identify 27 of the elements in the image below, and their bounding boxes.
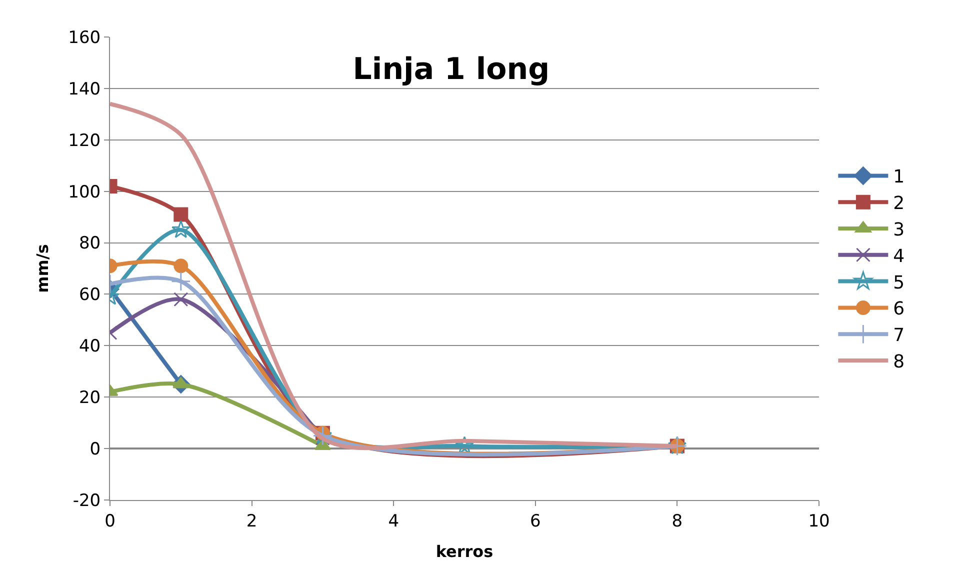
- y-tick-label: 160: [68, 28, 101, 48]
- legend-label: 7: [893, 325, 905, 346]
- y-tick-label: 120: [68, 130, 101, 151]
- y-tick-label: -20: [72, 490, 101, 511]
- y-tick-label: 60: [78, 285, 101, 306]
- y-tick-label: 20: [78, 388, 101, 408]
- legend-label: 5: [893, 272, 905, 294]
- legend-label: 8: [893, 352, 905, 373]
- x-axis-title: kerros: [436, 542, 494, 562]
- y-axis-title: mm/s: [33, 244, 52, 293]
- legend-label: 2: [893, 193, 905, 214]
- x-tick-label: 10: [808, 511, 830, 532]
- y-tick-label: 100: [68, 182, 101, 202]
- y-tick-label: 40: [78, 336, 101, 357]
- y-tick-label: 0: [90, 440, 101, 460]
- text: Linja 1 long: [352, 52, 550, 87]
- legend-label: 6: [893, 298, 905, 320]
- legend-label: 1: [893, 166, 905, 188]
- legend-label: 4: [893, 246, 905, 267]
- x-tick-label: 6: [530, 511, 541, 532]
- x-tick-label: 8: [672, 511, 683, 532]
- x-tick-label: 2: [246, 511, 258, 532]
- y-tick-label: 140: [68, 79, 101, 100]
- y-tick-label: 80: [78, 234, 101, 254]
- x-tick-label: 0: [104, 511, 116, 532]
- x-tick-label: 4: [388, 511, 400, 532]
- legend-label: 3: [893, 220, 905, 241]
